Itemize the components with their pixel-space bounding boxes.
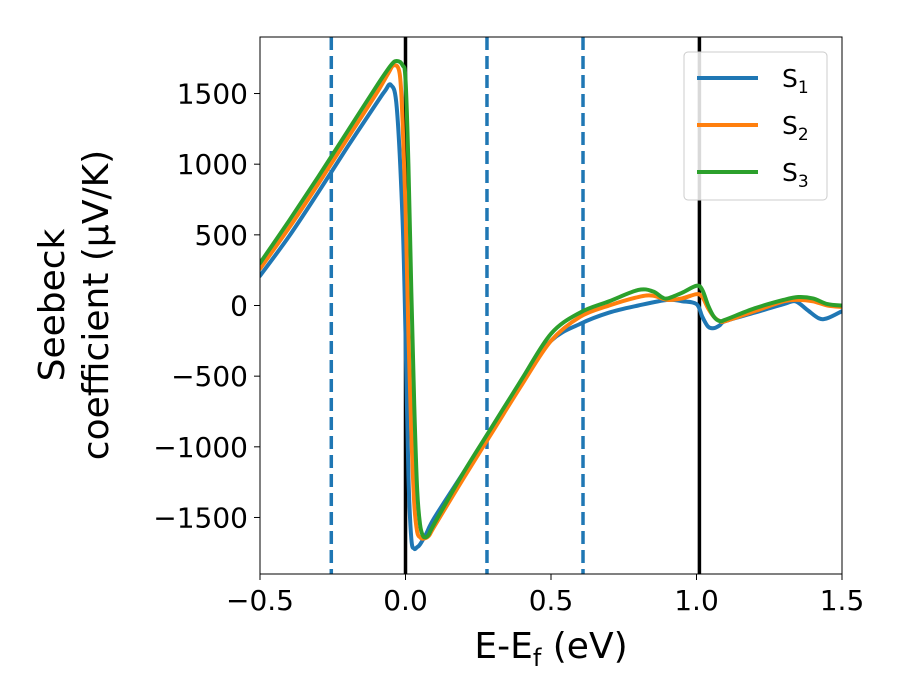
x-axis-ticks: −0.5 0.0 0.5 1.0 1.5 bbox=[226, 574, 864, 617]
legend-label-s1: S1 bbox=[782, 64, 809, 98]
x-tick-label: 1.0 bbox=[674, 584, 719, 617]
x-tick-label: 0.5 bbox=[529, 584, 574, 617]
legend-label-s3: S3 bbox=[782, 158, 809, 192]
x-axis-label: E-Ef (eV) bbox=[474, 626, 627, 672]
y-tick-label: −500 bbox=[171, 360, 248, 393]
legend: S1 S2 S3 bbox=[683, 51, 828, 201]
y-axis-ticks: −1500 −1000 −500 0 500 1000 1500 bbox=[153, 78, 260, 534]
series-lines bbox=[260, 59, 842, 551]
y-axis-label-line-2: coefficient (μV/K) bbox=[76, 150, 117, 460]
legend-label-s2: S2 bbox=[782, 111, 809, 145]
y-tick-label: 1000 bbox=[177, 148, 248, 181]
y-tick-label: −1500 bbox=[153, 501, 248, 534]
series-line-s3 bbox=[260, 59, 842, 540]
y-tick-label: 500 bbox=[195, 219, 248, 252]
y-axis-label: Seebeck coefficient (μV/K) bbox=[32, 150, 117, 460]
x-tick-label: 1.5 bbox=[820, 584, 865, 617]
y-tick-label: 0 bbox=[230, 290, 248, 323]
y-tick-label: 1500 bbox=[177, 78, 248, 111]
y-axis-label-line-1: Seebeck bbox=[32, 228, 73, 381]
x-tick-label: −0.5 bbox=[226, 584, 294, 617]
x-tick-label: 0.0 bbox=[383, 584, 428, 617]
y-tick-label: −1000 bbox=[153, 431, 248, 464]
